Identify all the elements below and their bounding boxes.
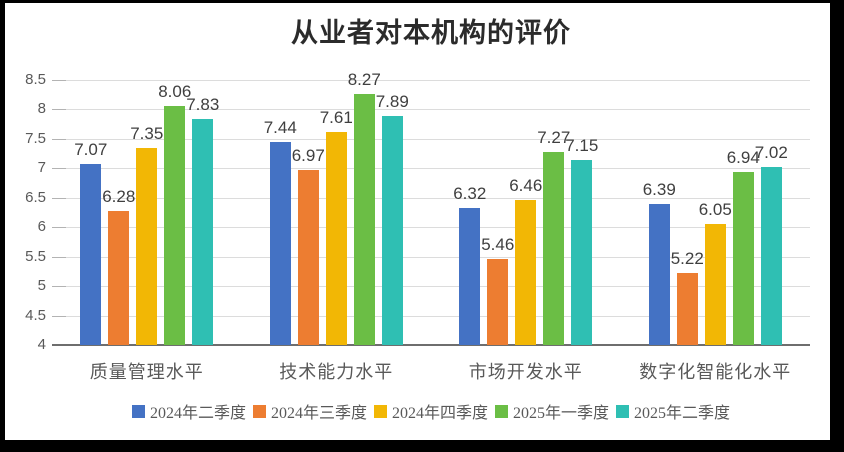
bar-2024年二季度-数字化智能化水平[interactable]: [648, 204, 670, 345]
gridline: [52, 168, 810, 170]
bar-value-label: 6.05: [698, 200, 732, 220]
bar-2024年三季度-市场开发水平[interactable]: [487, 259, 509, 345]
axis-tick: [52, 315, 66, 317]
bar-2024年四季度-质量管理水平[interactable]: [136, 147, 158, 345]
bar-value-label: 7.89: [375, 91, 409, 111]
axis-tick: [52, 80, 66, 81]
y-axis-tick-label: 7: [37, 159, 46, 177]
gridline: [52, 315, 810, 317]
y-axis-tick-label: 6.5: [25, 188, 46, 206]
legend-item-2024年四季度[interactable]: 2024年四季度: [373, 399, 488, 423]
legend-item-2025年一季度[interactable]: 2025年一季度: [495, 399, 609, 423]
axis-tick: [52, 168, 66, 170]
category-label-质量管理水平: 质量管理水平: [89, 362, 204, 382]
axis-tick: [52, 109, 66, 111]
bar-value-label: 7.35: [130, 123, 164, 143]
axis-tick: [52, 286, 66, 288]
legend-label: 2024年二季度: [149, 405, 246, 422]
gridline: [52, 256, 810, 258]
bar-2024年三季度-数字化智能化水平[interactable]: [676, 273, 698, 345]
y-axis-tick-label: 8.5: [25, 71, 46, 88]
y-axis-tick-label: 7.5: [25, 129, 46, 147]
gridline: [52, 227, 810, 229]
legend-swatch-icon: [616, 404, 630, 418]
legend-label: 2025年一季度: [513, 405, 610, 422]
bar-2025年一季度-数字化智能化水平[interactable]: [732, 171, 754, 345]
legend-swatch-icon: [495, 404, 508, 418]
y-axis-tick-label: 4.5: [25, 306, 46, 324]
gridline: [52, 138, 810, 140]
bar-value-label: 7.83: [186, 95, 220, 115]
y-axis-tick-label: 8: [37, 100, 46, 118]
bar-2024年二季度-质量管理水平[interactable]: [80, 164, 102, 345]
bar-chart: 从业者对本机构的评价 7.07 6.28 7.35 8.06 7.83 7.44 6.97 7…: [5, 3, 830, 440]
category-label-技术能力水平: 技术能力水平: [279, 362, 394, 382]
bar-value-label: 5.22: [670, 249, 704, 269]
chart-title: 从业者对本机构的评价: [291, 18, 571, 48]
gridline: [52, 109, 810, 111]
bar-value-label: 6.32: [453, 184, 487, 204]
bar-value-label: 6.94: [726, 147, 760, 167]
axis-tick: [52, 227, 66, 229]
bar-2025年一季度-市场开发水平[interactable]: [543, 152, 565, 345]
bar-2025年二季度-质量管理水平[interactable]: [192, 119, 214, 345]
legend-item-2024年三季度[interactable]: 2024年三季度: [252, 399, 367, 423]
y-axis-tick-label: 5.5: [25, 247, 46, 265]
legend-label: 2024年四季度: [391, 405, 488, 422]
bar-value-label: 6.28: [102, 186, 136, 206]
bar-2025年二季度-数字化智能化水平[interactable]: [760, 167, 782, 345]
bar-value-label: 8.06: [158, 81, 192, 101]
y-axis-tick-label: 6: [37, 218, 46, 236]
bar-value-label: 7.61: [319, 108, 353, 128]
bar-value-label: 7.44: [263, 118, 297, 138]
bar-2025年二季度-市场开发水平[interactable]: [571, 159, 593, 345]
bar-value-label: 5.46: [481, 235, 515, 255]
legend-item-2024年二季度[interactable]: 2024年二季度: [131, 399, 246, 423]
bar-value-label: 7.15: [565, 135, 599, 155]
bar-value-label: 6.97: [291, 146, 325, 166]
bar-2024年三季度-技术能力水平[interactable]: [297, 170, 319, 345]
category-label-数字化智能化水平: 数字化智能化水平: [639, 362, 792, 382]
y-axis-tick-label: 4: [37, 336, 46, 353]
gridline: [52, 80, 810, 81]
axis-tick: [52, 138, 66, 140]
bar-2024年二季度-技术能力水平[interactable]: [269, 142, 291, 345]
axis-tick: [52, 197, 66, 199]
bar-2024年四季度-数字化智能化水平[interactable]: [704, 224, 726, 345]
gridline: [52, 286, 810, 288]
bar-2024年四季度-市场开发水平[interactable]: [515, 200, 537, 345]
bar-value-label: 7.27: [537, 128, 571, 148]
category-label-市场开发水平: 市场开发水平: [468, 362, 583, 382]
bar-2024年三季度-质量管理水平[interactable]: [108, 210, 130, 345]
gridline: [52, 197, 810, 199]
legend-swatch-icon: [373, 404, 387, 418]
y-axis-tick-label: 5: [37, 277, 46, 295]
bar-2025年二季度-技术能力水平[interactable]: [381, 115, 403, 345]
bar-2025年一季度-技术能力水平[interactable]: [353, 93, 375, 345]
bar-value-label: 6.39: [642, 180, 676, 200]
bar-value-label: 7.07: [74, 140, 108, 160]
legend-item-2025年二季度[interactable]: 2025年二季度: [616, 399, 730, 423]
legend-label: 2025年二季度: [634, 405, 731, 422]
legend-swatch-icon: [131, 404, 145, 418]
bar-2024年二季度-市场开发水平[interactable]: [459, 208, 481, 345]
bar-value-label: 6.46: [509, 176, 543, 196]
legend-label: 2024年三季度: [270, 405, 367, 422]
legend: 2024年二季度 2024年三季度 2024年四季度 2025年一季度 2025年二季度: [52, 399, 810, 423]
bar-value-label: 7.02: [754, 143, 788, 163]
x-axis-line: [52, 344, 810, 346]
bar-2024年四季度-技术能力水平[interactable]: [325, 132, 347, 345]
bar-value-label: 8.27: [347, 69, 381, 89]
axis-tick: [52, 256, 66, 258]
bar-2025年一季度-质量管理水平[interactable]: [164, 105, 186, 345]
plot-area: 7.07 6.28 7.35 8.06 7.83 7.44 6.97 7.61 8.27 7.89…: [52, 70, 810, 346]
legend-swatch-icon: [252, 404, 266, 418]
